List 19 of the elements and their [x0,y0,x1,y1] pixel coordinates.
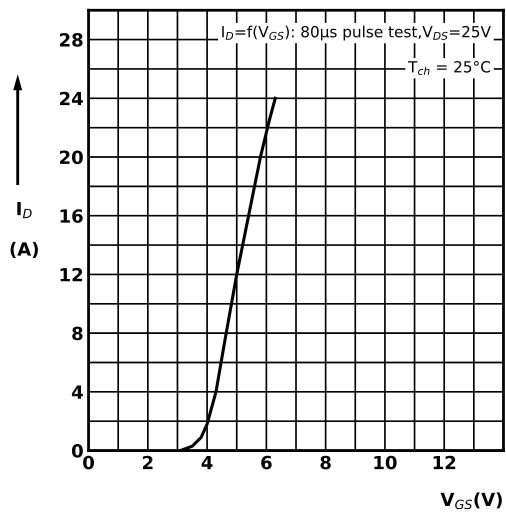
x-tick-label: 0 [83,456,94,470]
text: I$_{D}$ (A) [10,202,38,258]
y-tick-label: 16 [60,209,83,223]
y-tick-label: 28 [60,33,83,47]
y-tick-label: 8 [72,326,83,340]
y-tick-label: 4 [72,386,83,399]
x-tick-label: 10 [374,456,397,470]
x-tick-label: 2 [142,456,153,470]
y-tick-label: 0 [72,444,83,458]
y-tick-label: 12 [60,268,82,282]
x-tick-label: 8 [320,456,331,470]
x-axis-title: V$_{GS}$(V) [440,492,502,510]
annotation: T$_{ch}$ = 25°C [408,61,490,76]
y-tick-label: 24 [60,92,83,106]
x-tick-label: 4 [202,456,213,470]
annotation: I$_{D}$=f(V$_{GS}$): 80μs pulse test,V$_{DS}$=25V [222,26,491,40]
x-tick-label: 12 [434,456,456,470]
y-tick-label: 20 [60,150,83,164]
x-tick-label: 6 [261,456,272,470]
